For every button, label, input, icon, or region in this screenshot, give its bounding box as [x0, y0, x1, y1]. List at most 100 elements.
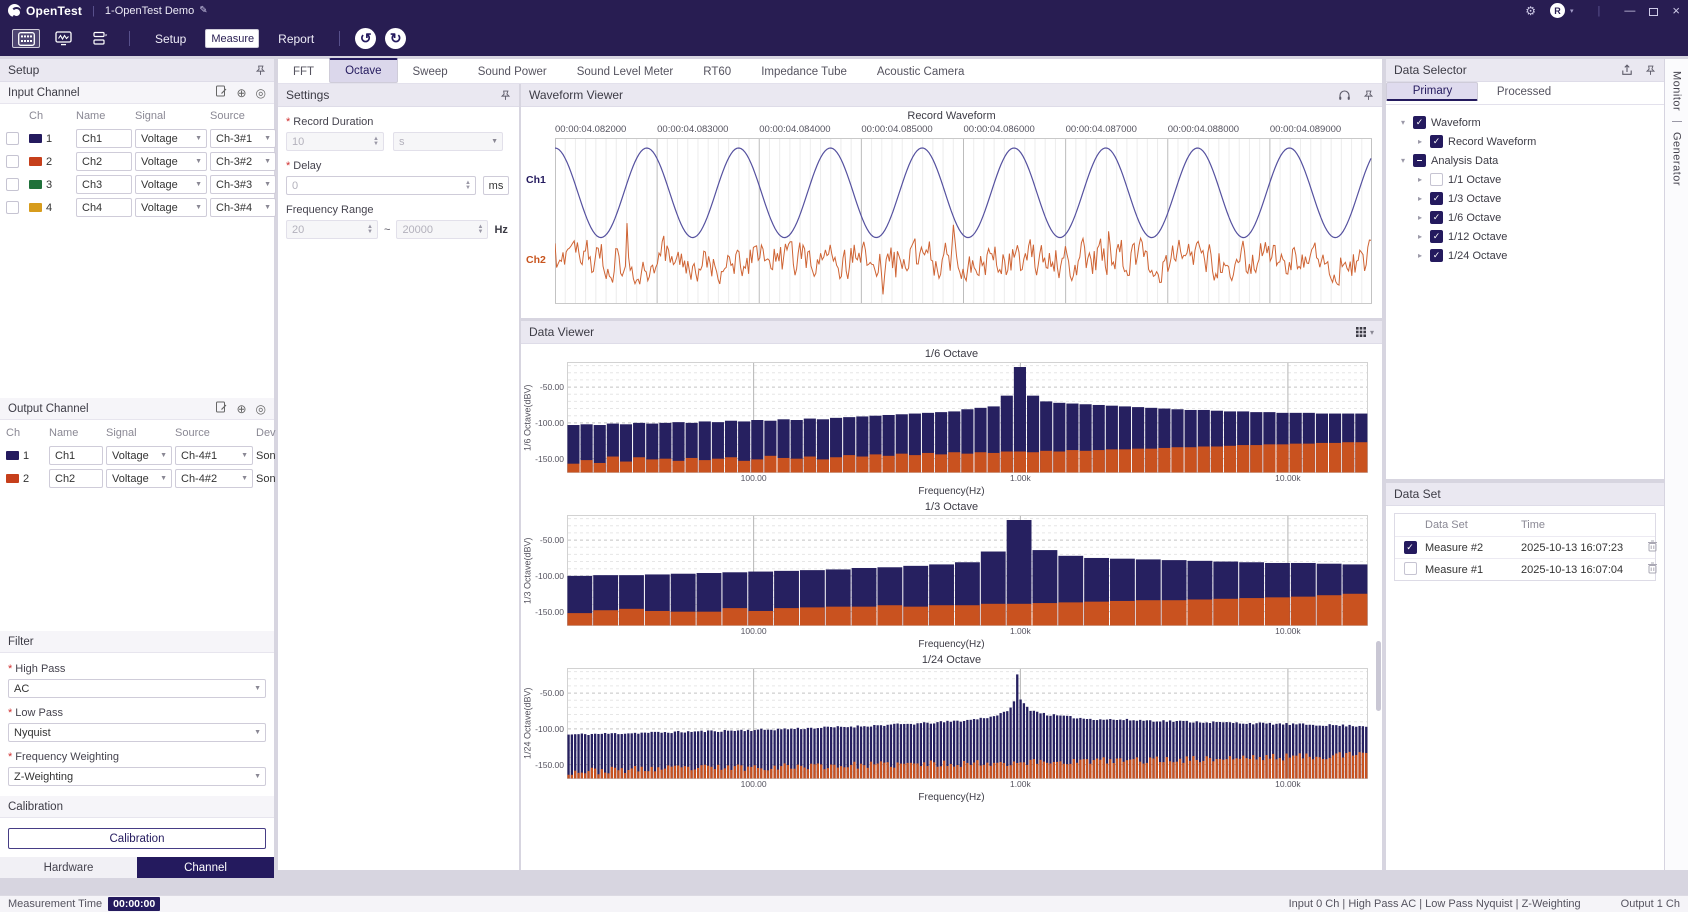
- generator-collapsed-tab[interactable]: Generator: [1670, 132, 1683, 187]
- signal-select[interactable]: Voltage ▼: [106, 446, 172, 465]
- measure-tab-sweep[interactable]: Sweep: [412, 65, 448, 78]
- tree-item-1-1-octave[interactable]: ▸ 1/1 Octave: [1392, 170, 1658, 189]
- chevron-down-icon[interactable]: ▾: [1369, 327, 1374, 337]
- source-select[interactable]: Ch-3#2 ▼: [210, 152, 276, 171]
- pin-icon[interactable]: [500, 90, 511, 101]
- channel-settings-icon[interactable]: ◎: [255, 85, 266, 100]
- channel-name-input[interactable]: Ch1: [49, 446, 103, 465]
- measure-tab-octave[interactable]: Octave: [329, 58, 398, 83]
- monitor-tool-button[interactable]: [49, 27, 77, 51]
- delete-icon[interactable]: [1647, 562, 1673, 577]
- delete-icon[interactable]: [1647, 540, 1673, 555]
- layout-grid-icon[interactable]: [1355, 326, 1367, 338]
- measure-tab-acoustic-camera[interactable]: Acoustic Camera: [876, 65, 965, 78]
- avatar-chevron-icon[interactable]: ▾: [1570, 7, 1574, 15]
- tree-item-analysis-data[interactable]: ▾ – Analysis Data: [1392, 151, 1658, 170]
- collapse-arrow-icon[interactable]: ▾: [1400, 118, 1405, 127]
- channel-name-input[interactable]: Ch4: [76, 198, 132, 217]
- tree-checkbox[interactable]: ✓: [1430, 211, 1443, 224]
- redo-button[interactable]: ↻: [385, 28, 407, 49]
- tree-item-waveform[interactable]: ▾ ✓ Waveform: [1392, 113, 1658, 132]
- export-icon[interactable]: [1621, 64, 1633, 76]
- tree-checkbox[interactable]: [1430, 173, 1443, 186]
- delay-input[interactable]: 0 ▲ ▼: [286, 176, 476, 195]
- source-select[interactable]: Ch-3#3 ▼: [210, 175, 276, 194]
- signal-select[interactable]: Voltage ▼: [135, 175, 207, 194]
- headphones-icon[interactable]: [1338, 89, 1351, 101]
- settings-gear-icon[interactable]: ⚙: [1525, 3, 1537, 18]
- data-set-checkbox[interactable]: [1403, 561, 1417, 575]
- collapse-arrow-icon[interactable]: ▾: [1400, 156, 1405, 165]
- measure-tab-sound-power[interactable]: Sound Power: [477, 65, 547, 78]
- channel-name-input[interactable]: Ch2: [49, 469, 103, 488]
- high-pass-select[interactable]: AC ▼: [8, 679, 266, 698]
- tree-checkbox[interactable]: ✓: [1413, 116, 1426, 129]
- tree-item-record-waveform[interactable]: ▸ ✓ Record Waveform: [1392, 132, 1658, 151]
- expand-arrow-icon[interactable]: ▸: [1417, 232, 1422, 241]
- tree-checkbox[interactable]: ✓: [1430, 249, 1443, 262]
- source-select[interactable]: Ch-3#1 ▼: [210, 129, 276, 148]
- channel-checkbox[interactable]: [6, 178, 19, 191]
- nav-setup[interactable]: Setup: [155, 31, 187, 46]
- channel-name-input[interactable]: Ch1: [76, 129, 132, 148]
- monitor-collapsed-tab[interactable]: Monitor: [1670, 71, 1683, 112]
- data-viewer-scrollbar-thumb[interactable]: [1376, 641, 1381, 711]
- sequence-tool-button[interactable]: [86, 27, 114, 51]
- add-channel-icon[interactable]: ⊕: [236, 401, 247, 416]
- expand-arrow-icon[interactable]: ▸: [1417, 213, 1422, 222]
- channel-checkbox[interactable]: [6, 201, 19, 214]
- source-select[interactable]: Ch-3#4 ▼: [210, 198, 276, 217]
- tree-checkbox[interactable]: ✓: [1430, 135, 1443, 148]
- channel-checkbox[interactable]: [6, 155, 19, 168]
- expand-arrow-icon[interactable]: ▸: [1417, 251, 1422, 260]
- signal-select[interactable]: Voltage ▼: [135, 198, 207, 217]
- edit-table-icon[interactable]: [215, 401, 227, 416]
- measure-tab-rt60[interactable]: RT60: [703, 65, 732, 78]
- measure-tab-impedance-tube[interactable]: Impedance Tube: [761, 65, 847, 78]
- edit-title-icon[interactable]: ✎: [199, 5, 208, 16]
- calibration-button[interactable]: Calibration: [8, 828, 266, 849]
- measure-tab-sound-level-meter[interactable]: Sound Level Meter: [576, 65, 674, 78]
- record-duration-input[interactable]: 10 ▲ ▼: [286, 132, 384, 151]
- tree-checkbox[interactable]: ✓: [1430, 230, 1443, 243]
- frequency-min-input[interactable]: 20 ▲ ▼: [286, 220, 378, 239]
- frequency-max-input[interactable]: 20000 ▲ ▼: [396, 220, 489, 239]
- expand-arrow-icon[interactable]: ▸: [1417, 175, 1422, 184]
- data-selector-tab-processed[interactable]: Processed: [1496, 86, 1552, 98]
- frequency-weighting-select[interactable]: Z-Weighting ▼: [8, 767, 266, 786]
- tree-item-1-24-octave[interactable]: ▸ ✓ 1/24 Octave: [1392, 246, 1658, 265]
- tree-checkbox[interactable]: ✓: [1430, 192, 1443, 205]
- maximize-button[interactable]: [1649, 7, 1659, 16]
- pin-icon[interactable]: [255, 65, 266, 76]
- tree-item-1-3-octave[interactable]: ▸ ✓ 1/3 Octave: [1392, 189, 1658, 208]
- channel-settings-icon[interactable]: ◎: [255, 401, 266, 416]
- tree-item-1-12-octave[interactable]: ▸ ✓ 1/12 Octave: [1392, 227, 1658, 246]
- channel-checkbox[interactable]: [6, 132, 19, 145]
- tree-item-1-6-octave[interactable]: ▸ ✓ 1/6 Octave: [1392, 208, 1658, 227]
- source-select[interactable]: Ch-4#1 ▼: [175, 446, 253, 465]
- expand-arrow-icon[interactable]: ▸: [1417, 194, 1422, 203]
- low-pass-select[interactable]: Nyquist ▼: [8, 723, 266, 742]
- calibration-segment-hardware[interactable]: Hardware: [0, 857, 137, 878]
- edit-table-icon[interactable]: [215, 85, 227, 100]
- record-duration-unit-select[interactable]: s ▼: [393, 132, 503, 151]
- nav-measure[interactable]: Measure: [205, 29, 260, 48]
- signal-select[interactable]: Voltage ▼: [135, 152, 207, 171]
- signal-select[interactable]: Voltage ▼: [135, 129, 207, 148]
- minimize-button[interactable]: —: [1624, 4, 1636, 17]
- close-button[interactable]: ×: [1672, 3, 1680, 18]
- expand-arrow-icon[interactable]: ▸: [1417, 137, 1422, 146]
- calibration-segment-channel[interactable]: Channel: [137, 857, 274, 878]
- undo-button[interactable]: ↺: [355, 28, 377, 49]
- tree-checkbox[interactable]: –: [1413, 154, 1426, 167]
- measure-tab-fft[interactable]: FFT: [293, 65, 315, 78]
- nav-report[interactable]: Report: [278, 31, 315, 46]
- data-set-row[interactable]: ✓ Measure #2 2025-10-13 16:07:23: [1395, 536, 1657, 558]
- pin-icon[interactable]: [1363, 90, 1374, 101]
- source-select[interactable]: Ch-4#2 ▼: [175, 469, 253, 488]
- data-set-checkbox[interactable]: ✓: [1403, 541, 1417, 554]
- data-selector-tab-primary[interactable]: Primary: [1386, 82, 1478, 101]
- channel-name-input[interactable]: Ch3: [76, 175, 132, 194]
- user-avatar[interactable]: R: [1550, 3, 1566, 18]
- channel-name-input[interactable]: Ch2: [76, 152, 132, 171]
